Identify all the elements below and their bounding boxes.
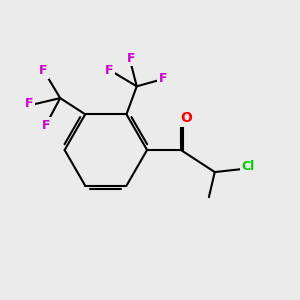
Text: F: F [105, 64, 114, 76]
Text: O: O [180, 111, 192, 125]
Text: F: F [159, 73, 167, 85]
Text: F: F [39, 64, 48, 77]
Text: F: F [42, 119, 50, 132]
Text: Cl: Cl [241, 160, 254, 173]
Text: F: F [127, 52, 135, 64]
Text: F: F [24, 98, 33, 110]
